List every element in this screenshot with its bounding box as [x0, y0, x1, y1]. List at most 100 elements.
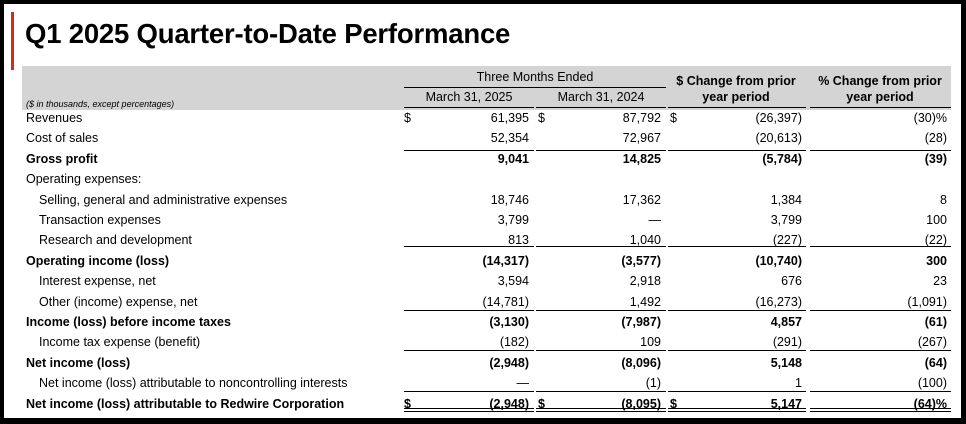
- double-rule-2025: [404, 408, 534, 412]
- value-pct: 100: [926, 213, 947, 227]
- value-2024: (8,095): [621, 397, 661, 411]
- dollar-2024: [538, 131, 550, 145]
- value-2025: (14,317): [482, 254, 529, 268]
- value-change: 5,147: [770, 397, 802, 411]
- row-label: Income (loss) before income taxes: [26, 315, 231, 329]
- value-2025: —: [516, 376, 530, 390]
- rule-other-2024: [536, 310, 666, 311]
- dollar-2024: [538, 356, 550, 370]
- dollar-2025: [404, 356, 416, 370]
- row-label: Net income (loss): [26, 356, 131, 370]
- row-label: Revenues: [26, 111, 83, 125]
- header-change-line2: year period: [702, 90, 770, 104]
- value-2024: 2,918: [629, 274, 661, 288]
- dollar-2024: [538, 376, 550, 390]
- rule-tax-change: [668, 350, 806, 351]
- dollar-2025: [404, 233, 416, 247]
- rule-tax-2025: [404, 350, 534, 351]
- dollar-2025: [404, 274, 416, 288]
- value-2025: 3,594: [497, 274, 529, 288]
- value-pct: (100): [917, 376, 947, 390]
- value-2024: —: [648, 213, 662, 227]
- dollar-2024: [538, 193, 550, 207]
- rule-cost-2025: [404, 150, 534, 151]
- dollar-2024: [538, 172, 550, 186]
- row-label: Operating expenses:: [26, 172, 142, 186]
- row-label: Cost of sales: [26, 131, 99, 145]
- double-rule-pct: [810, 408, 951, 412]
- dollar-2024: [538, 233, 550, 247]
- value-pct: (267): [917, 335, 947, 349]
- value-change: 4,857: [770, 315, 802, 329]
- value-change: (227): [772, 233, 802, 247]
- value-change: [684, 172, 802, 186]
- value-pct: (64)%: [913, 397, 947, 411]
- double-rule-change: [668, 408, 806, 412]
- rule-cost-2024: [536, 150, 666, 151]
- rule-nci-pct: [810, 391, 951, 392]
- dollar-2025: [404, 193, 416, 207]
- dollar-change: [670, 172, 682, 186]
- rule-rd-change: [668, 246, 806, 247]
- header-rule-2024: [536, 107, 666, 108]
- value-2025: 3,799: [497, 213, 529, 227]
- dollar-change: [670, 131, 682, 145]
- value-2024: (7,987): [621, 315, 661, 329]
- rule-rd-2024: [536, 246, 666, 247]
- value-pct: [814, 172, 947, 186]
- value-2024: 1,492: [629, 295, 661, 309]
- dollar-2024: [538, 152, 550, 166]
- dollar-2024: $: [538, 397, 545, 411]
- value-2025: 18,746: [490, 193, 529, 207]
- dollar-2024: [538, 335, 550, 349]
- value-2025: (14,781): [482, 295, 529, 309]
- value-pct: 8: [940, 193, 947, 207]
- value-change: 3,799: [770, 213, 802, 227]
- dollar-2024: [538, 254, 550, 268]
- dollar-change: [670, 274, 682, 288]
- value-change: (5,784): [762, 152, 802, 166]
- value-pct: (64): [924, 356, 947, 370]
- rule-cost-pct: [810, 150, 951, 151]
- rule-rd-pct: [810, 246, 951, 247]
- dollar-2025: [404, 376, 416, 390]
- value-2024: (1): [645, 376, 661, 390]
- dollar-change: [670, 254, 682, 268]
- header-pct-line1: % Change from prior: [818, 74, 942, 88]
- performance-panel: Q1 2025 Quarter-to-Date Performance Thre…: [4, 4, 961, 418]
- value-2024: 17,362: [622, 193, 661, 207]
- value-2024: 109: [640, 335, 661, 349]
- dollar-2024: [538, 274, 550, 288]
- value-change: 5,148: [770, 356, 802, 370]
- value-2025: (182): [499, 335, 529, 349]
- dollar-change: [670, 295, 682, 309]
- dollar-change: [670, 152, 682, 166]
- row-label: Income tax expense (benefit): [39, 335, 201, 349]
- value-2024: 14,825: [622, 152, 661, 166]
- units-note: ($ in thousands, except percentages): [26, 99, 175, 109]
- dollar-2025: [404, 295, 416, 309]
- rule-other-change: [668, 310, 806, 311]
- header-rule-change: [668, 107, 806, 108]
- dollar-2024: $: [538, 111, 545, 125]
- header-col-2025: March 31, 2025: [425, 90, 513, 104]
- dollar-2024: [538, 213, 550, 227]
- row-label: Operating income (loss): [26, 254, 170, 268]
- value-2025: 813: [508, 233, 529, 247]
- rule-nci-change: [668, 391, 806, 392]
- value-change: 1,384: [770, 193, 802, 207]
- value-pct: (39): [924, 152, 947, 166]
- header-change-line1: $ Change from prior: [676, 74, 796, 88]
- value-2025: (2,948): [489, 397, 529, 411]
- value-change: (26,397): [755, 111, 802, 125]
- dollar-2025: [404, 254, 416, 268]
- dollar-change: [670, 376, 682, 390]
- table-header-band: [22, 66, 951, 110]
- value-pct: (28): [924, 131, 947, 145]
- value-2024: (3,577): [621, 254, 661, 268]
- dollar-2025: [404, 172, 416, 186]
- rule-nci-2024: [536, 391, 666, 392]
- dollar-2025: [404, 213, 416, 227]
- value-change: (16,273): [755, 295, 802, 309]
- dollar-change: [670, 356, 682, 370]
